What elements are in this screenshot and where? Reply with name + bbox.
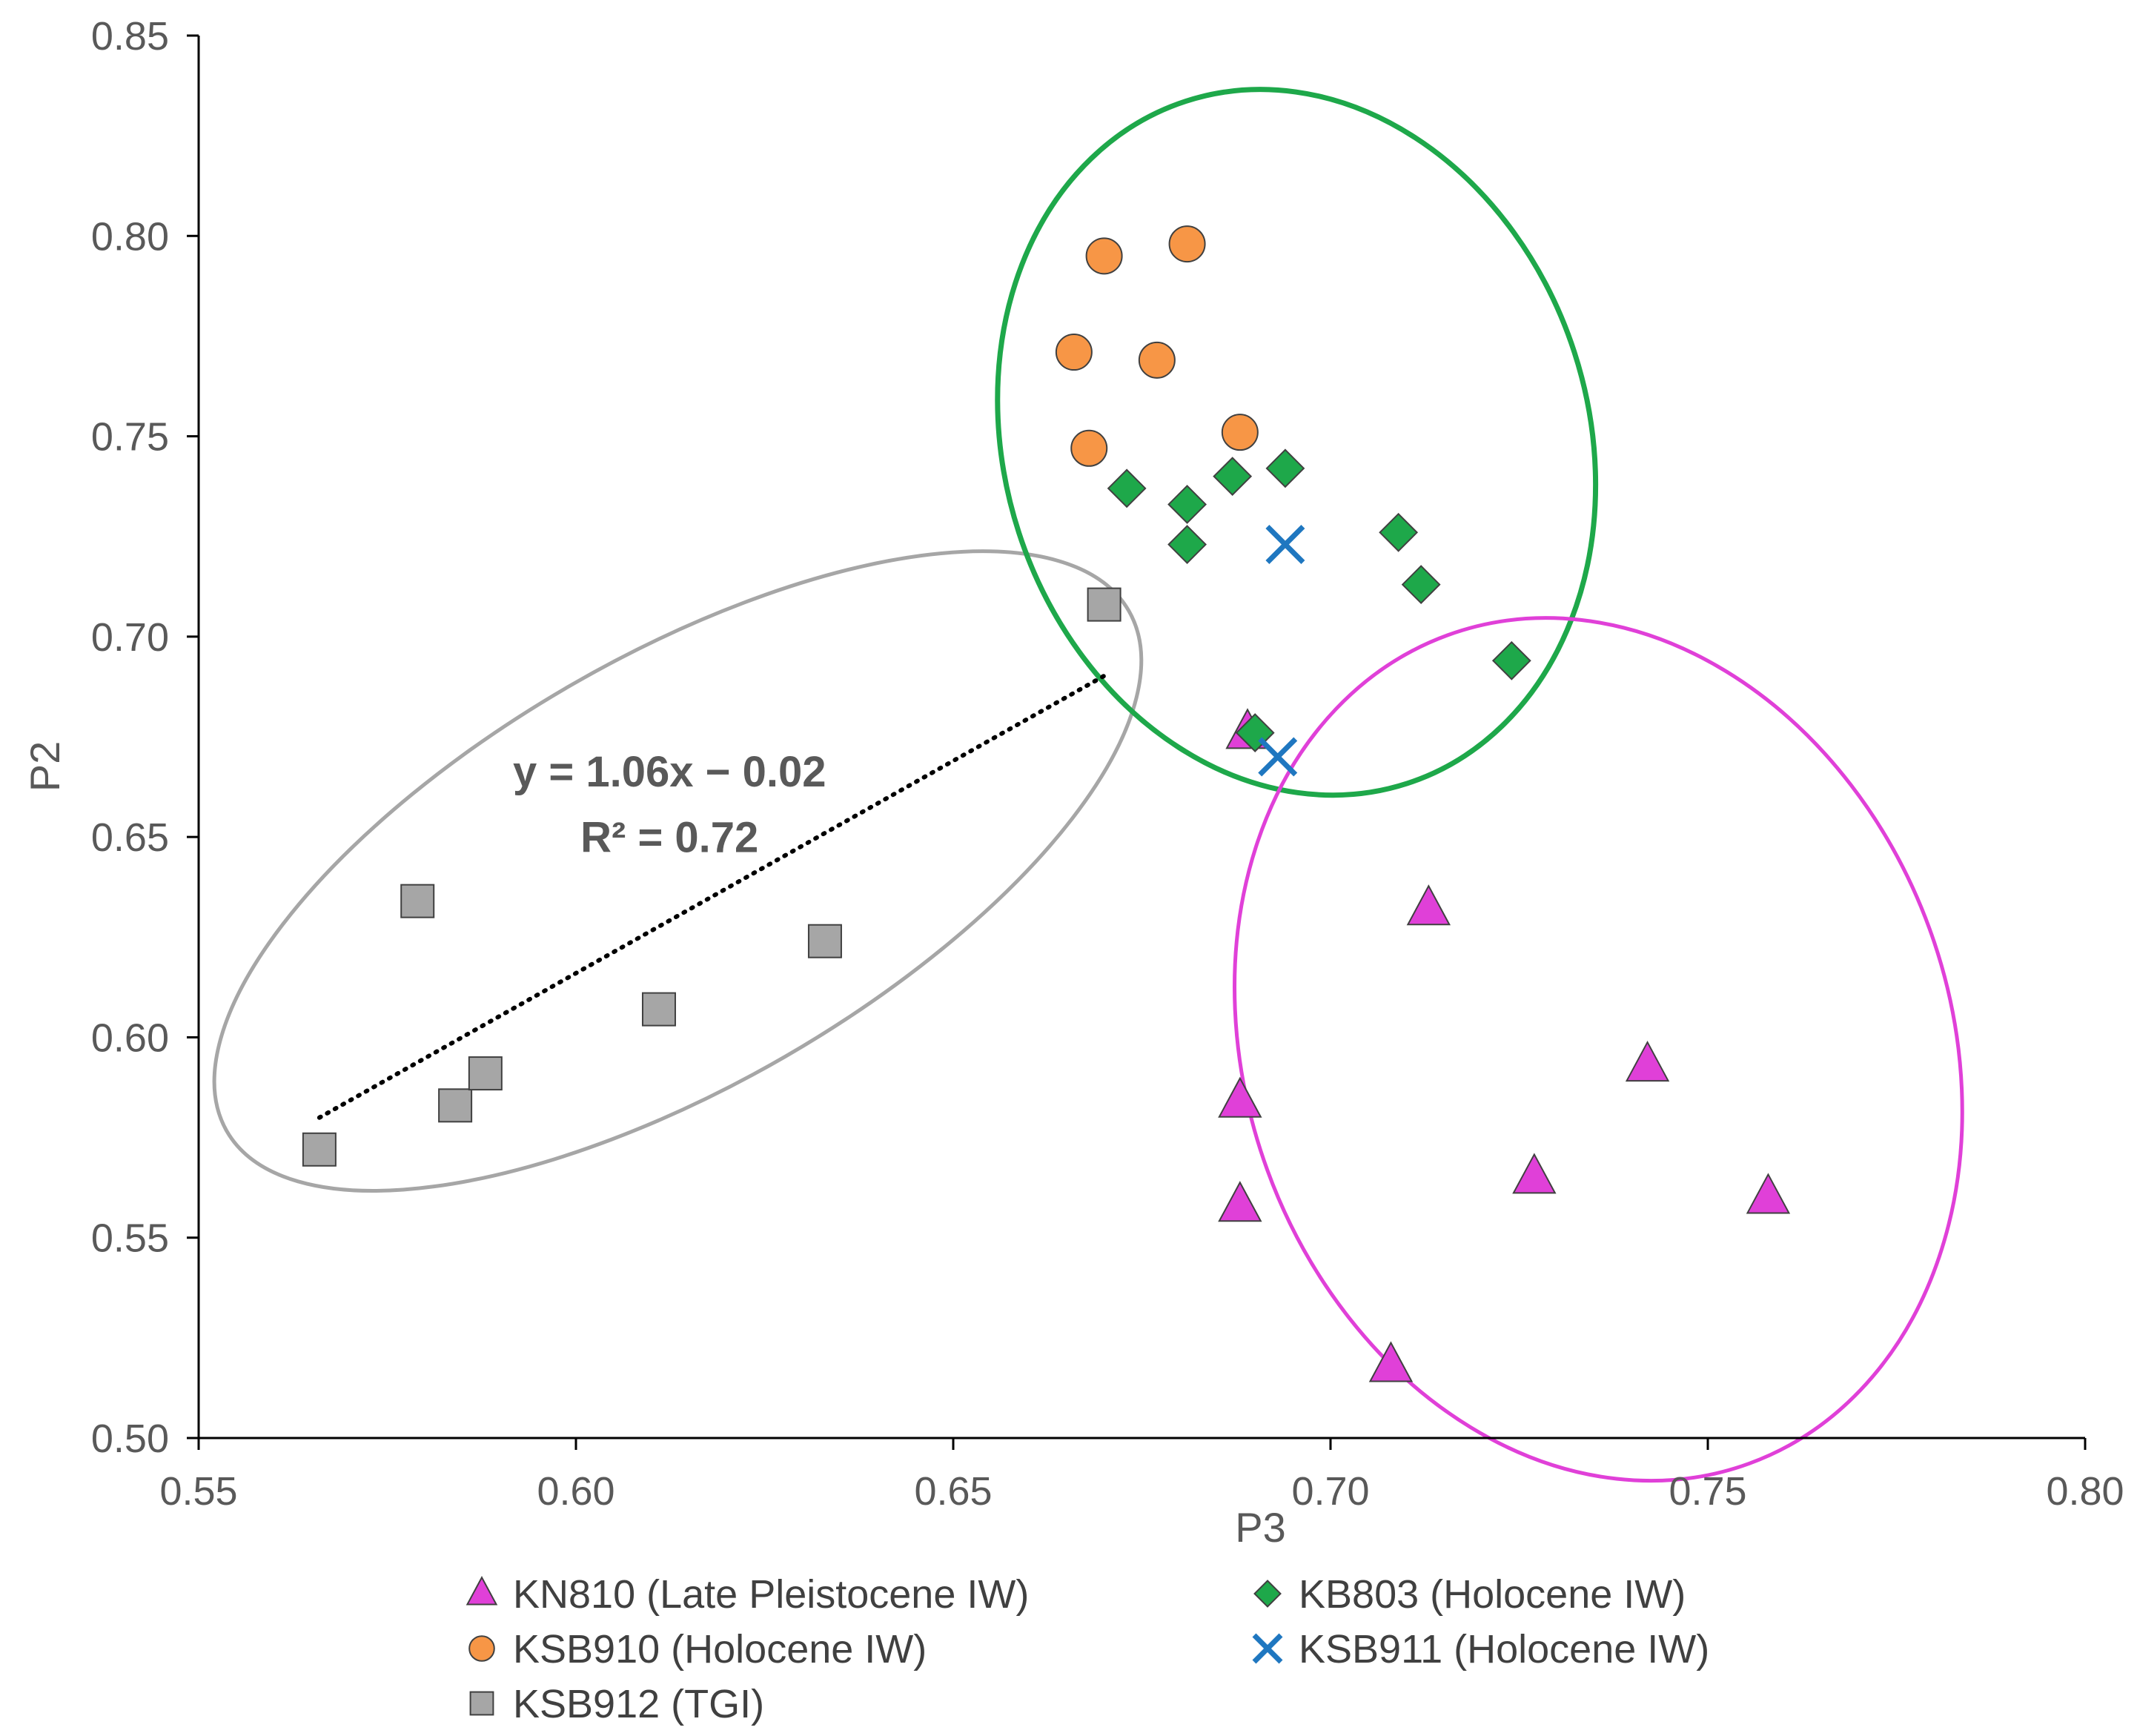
trendline-r-squared: R² = 0.72 xyxy=(580,814,758,862)
x-tick-label: 0.75 xyxy=(1669,1469,1746,1514)
x-axis-title: P3 xyxy=(1235,1504,1286,1551)
trendline-group xyxy=(317,673,1107,1120)
point-diamond xyxy=(1167,525,1207,564)
point-square xyxy=(302,1132,337,1167)
legend-marker-diamond xyxy=(1253,1580,1282,1608)
point-triangle xyxy=(1218,1076,1262,1118)
point-square xyxy=(807,924,842,958)
legend-item: KSB910 (Holocene IW) xyxy=(468,1627,927,1672)
point-triangle xyxy=(1218,1181,1262,1222)
y-tick-label: 0.60 xyxy=(91,1016,169,1060)
point-diamond xyxy=(1491,640,1531,680)
legend-label: KSB912 (TGI) xyxy=(513,1682,764,1726)
x-tick-label: 0.70 xyxy=(1291,1469,1369,1514)
x-tick-label: 0.65 xyxy=(914,1469,992,1514)
point-triangle xyxy=(1368,1341,1414,1382)
legend-label: KSB911 (Holocene IW) xyxy=(1299,1627,1709,1672)
point-triangle xyxy=(1512,1153,1557,1194)
legend-item: KSB911 (Holocene IW) xyxy=(1252,1627,1709,1672)
point-triangle xyxy=(1406,884,1451,926)
data-points xyxy=(302,225,1791,1382)
point-square xyxy=(468,1056,503,1091)
y-tick-label: 0.65 xyxy=(91,815,169,860)
legend: KN810 (Late Pleistocene IW) KB803 (Holoce… xyxy=(465,1572,1709,1726)
point-square xyxy=(400,884,435,918)
y-axis-title: P2 xyxy=(21,741,68,792)
y-tick-label: 0.50 xyxy=(91,1417,169,1461)
point-circle xyxy=(1085,237,1123,275)
point-circle xyxy=(1070,429,1108,467)
legend-label: KN810 (Late Pleistocene IW) xyxy=(513,1572,1029,1617)
legend-item: KN810 (Late Pleistocene IW) xyxy=(465,1572,1029,1617)
legend-label: KB803 (Holocene IW) xyxy=(1299,1572,1686,1617)
point-diamond xyxy=(1213,457,1253,497)
y-tick-label: 0.80 xyxy=(91,214,169,259)
group-ellipse-1 xyxy=(212,549,1144,1193)
axes xyxy=(197,36,2085,1440)
group-ellipse-2 xyxy=(995,87,1599,798)
point-diamond xyxy=(1107,468,1147,508)
point-diamond xyxy=(1167,485,1207,524)
point-square xyxy=(641,992,676,1027)
point-triangle xyxy=(1746,1173,1791,1214)
x-tick-label: 0.80 xyxy=(2046,1469,2124,1514)
y-tick-label: 0.75 xyxy=(91,415,169,460)
legend-item: KSB912 (TGI) xyxy=(469,1682,764,1726)
legend-marker-triangle xyxy=(465,1576,498,1606)
trendline xyxy=(317,673,1107,1120)
point-square xyxy=(1087,587,1121,622)
trendline-equation: y = 1.06x − 0.02 xyxy=(513,748,826,796)
legend-marker-x xyxy=(1252,1633,1283,1664)
point-circle xyxy=(1168,225,1206,263)
group-ellipses xyxy=(212,87,1964,1483)
group-ellipse-3 xyxy=(1233,616,1964,1483)
legend-marker-circle xyxy=(468,1635,495,1662)
point-x xyxy=(1258,737,1298,777)
y-tick-label: 0.70 xyxy=(91,615,169,660)
legend-marker-square xyxy=(469,1691,494,1716)
y-tick-label: 0.55 xyxy=(91,1216,169,1261)
point-circle xyxy=(1221,414,1259,451)
legend-item: KB803 (Holocene IW) xyxy=(1253,1572,1686,1617)
point-diamond xyxy=(1401,565,1441,604)
point-diamond xyxy=(1265,448,1305,488)
x-tick-label: 0.55 xyxy=(159,1469,237,1514)
axis-ticks: 0.55 0.60 0.65 0.70 0.75 0.80 0.50 0.55 0.60 0.65… xyxy=(91,14,2124,1514)
y-tick-label: 0.85 xyxy=(91,14,169,59)
point-square xyxy=(438,1088,473,1123)
point-diamond xyxy=(1379,512,1419,552)
point-circle xyxy=(1138,341,1176,379)
legend-label: KSB910 (Holocene IW) xyxy=(513,1627,927,1672)
point-x xyxy=(1265,525,1305,565)
point-triangle xyxy=(1625,1040,1670,1082)
point-circle xyxy=(1055,334,1093,371)
x-tick-label: 0.60 xyxy=(537,1469,614,1514)
